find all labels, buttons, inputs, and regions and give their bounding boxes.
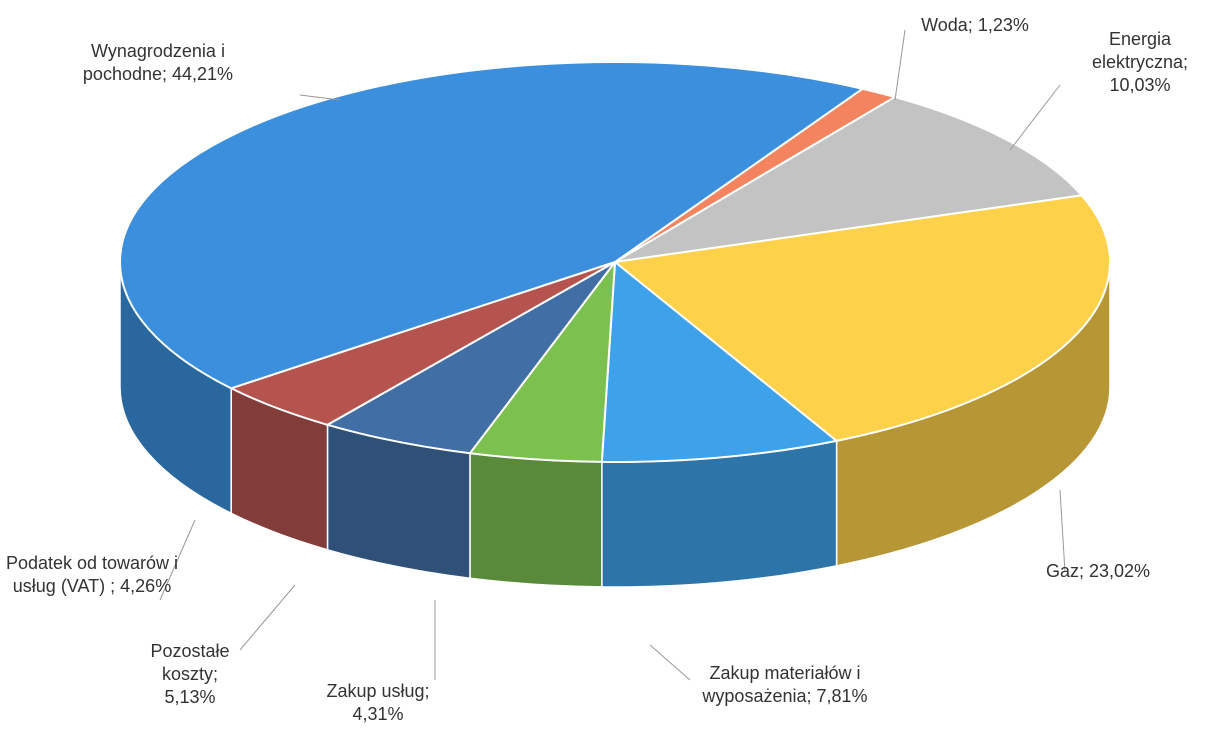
category-label: Zakup materiałów i wyposażenia; (702, 663, 861, 706)
leader-line (894, 29, 906, 101)
data-label: Gaz; 23,02% (1023, 560, 1173, 583)
leader-line (159, 519, 196, 601)
leader-line (1009, 84, 1061, 151)
value-label: 44,21% (172, 64, 234, 84)
category-label: Energia elektryczna; (1091, 29, 1189, 72)
data-label: Wynagrodzenia i pochodne; 44,21% (58, 40, 258, 86)
slice-side (469, 452, 603, 588)
data-label: Woda; 1,23% (890, 14, 1060, 37)
value-label: 4,26% (120, 576, 172, 596)
value-label: 5,13% (164, 687, 216, 707)
leader-line (299, 94, 341, 101)
value-label: 23,02% (1088, 561, 1151, 581)
leader-line (239, 584, 296, 651)
data-label: Pozostałe koszty; 5,13% (135, 640, 245, 709)
value-label: 10,03% (1109, 75, 1171, 95)
leader-line (1059, 489, 1066, 573)
slice (600, 260, 839, 463)
data-label: Podatek od towarów i usług (VAT) ; 4,26% (0, 552, 187, 598)
value-label: 7,81% (816, 686, 868, 706)
category-label: Woda; (921, 15, 973, 35)
data-label: Zakup materiałów i wyposażenia; 7,81% (665, 662, 905, 708)
slice (614, 95, 1084, 263)
slice (612, 194, 1111, 442)
category-label: Gaz; (1045, 561, 1084, 581)
slice (119, 61, 865, 390)
category-label: Podatek od towarów i usług (VAT) ; (5, 553, 179, 596)
slice (324, 261, 616, 455)
value-label: 1,23% (977, 15, 1029, 35)
category-label: Wynagrodzenia i pochodne; (82, 41, 225, 84)
leader-line (649, 644, 691, 681)
data-label: Energia elektryczna; 10,03% (1075, 28, 1205, 97)
category-label: Pozostałe koszty; (150, 641, 230, 684)
value-label: 4,31% (352, 704, 404, 724)
data-label: Zakup usług; 4,31% (303, 680, 453, 726)
category-label: Zakup usług; (326, 681, 430, 701)
